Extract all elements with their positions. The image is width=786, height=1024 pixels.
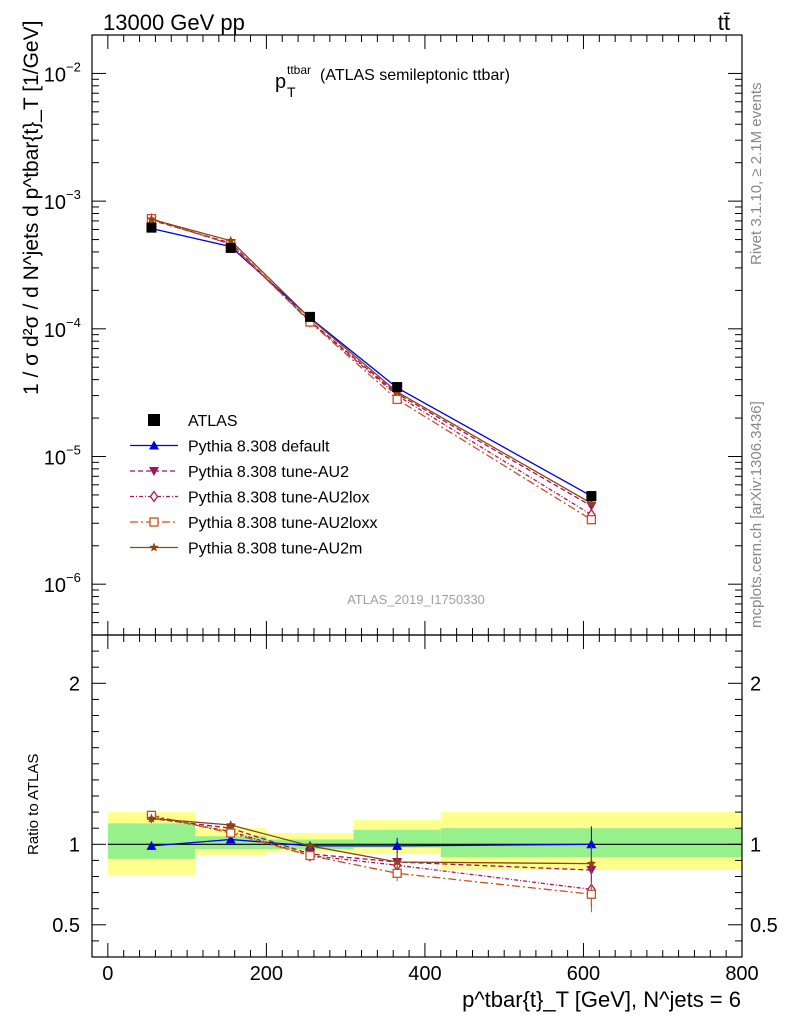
ratio-y-tick-label-right: 0.5 [750,915,778,937]
ratio-point [586,858,597,868]
mcplots-label: mcplots.cern.ch [arXiv:1306.3436] [748,401,765,628]
y-tick-label: 10 [44,192,66,214]
x-tick-label: 800 [725,963,758,985]
x-tick-label: 600 [567,963,600,985]
y-tick-label-exponent: −2 [66,59,81,74]
legend-label: Pythia 8.308 tune-AU2lox [188,490,369,507]
legend-label: Pythia 8.308 tune-AU2loxx [188,515,377,532]
ratio-y-tick-label-right: 2 [750,673,761,695]
series-point [586,498,597,508]
series-point [226,235,236,245]
y-tick-label-exponent: −5 [66,443,81,458]
ratio-point [586,889,597,899]
data-point [392,382,403,393]
rivet-label: Rivet 3.1.10, ≥ 2.1M events [748,83,765,266]
ratio-point [392,868,402,878]
ratio-point [392,857,402,867]
legend-marker [149,440,159,450]
ratio-point [305,840,315,850]
ratio-frame [91,634,743,958]
y-tick-label: 10 [44,575,66,597]
ratio-point [226,828,236,838]
legend-marker [149,542,159,552]
legend-label: Pythia 8.308 tune-AU2 [188,464,349,481]
ratio-point [146,813,157,823]
ratio-point [305,850,315,861]
data-point [146,222,157,233]
y-axis-label: 1 / σ d²σ / d N^jets d p^tbar{t}_T [1/Ge… [20,21,43,395]
ratio-point [225,834,236,844]
legend-marker [149,517,159,527]
series-point [146,214,157,224]
title-sup: ttbar [287,63,311,77]
analysis-id-label: ATLAS_2019_I1750330 [347,592,485,607]
data-point [304,311,315,322]
legend-label: Pythia 8.308 tune-AU2m [188,541,362,558]
ratio-point [146,840,157,850]
ratio-point [586,839,597,849]
legend-marker-atlas [148,414,160,426]
x-tick-label: 200 [250,963,283,985]
ratio-y-tick-label: 2 [69,673,80,695]
data-point [225,242,236,253]
series-point [586,515,597,525]
legend-marker [149,467,159,476]
legend-label: ATLAS [188,413,238,430]
series-line [151,218,592,504]
main-panel: 10−210−310−410−510−6 [44,34,743,636]
x-tick-label: 0 [102,963,113,985]
title-sub: T [287,84,296,100]
ratio-point [226,820,236,829]
y-tick-label: 10 [44,448,66,470]
title-main: p [275,71,286,93]
ratio-y-tick-label: 1 [69,834,80,856]
y-tick-label-exponent: −6 [66,570,81,585]
legend-marker [149,490,159,503]
y-tick-label: 10 [44,320,66,342]
x-tick-label: 400 [408,963,441,985]
y-tick-label-exponent: −4 [66,315,81,330]
plot-title: p T ttbar (ATLAS semileptonic ttbar) [275,63,510,100]
y-tick-label-exponent: −3 [66,187,81,202]
ratio-y-label: Ratio to ATLAS [25,754,42,855]
series-point [586,501,597,511]
legend-label: Pythia 8.308 default [188,439,330,456]
series-line [151,227,592,497]
ratio-y-tick-label: 0.5 [52,915,80,937]
ratio-point [392,840,403,850]
ratio-panel: 0 200 400 600 800 2 2 1 1 0.5 0.5 [52,634,778,985]
process-label: tt̄ [718,10,730,35]
title-rest: (ATLAS semileptonic ttbar) [320,67,510,84]
x-axis-label: p^tbar{t}_T [GeV], N^jets = 6 [462,987,741,1012]
legend: ATLAS Pythia 8.308 default Pythia 8.308 tu… [130,413,377,558]
energy-label: 13000 GeV pp [103,10,245,35]
series-point [392,394,402,405]
y-axis-title: 1 / σ d²σ / d N^jets d p^tbar{t}_T [1/Ge… [20,21,43,395]
y-tick-label: 10 [44,64,66,86]
ratio-y-tick-label-right: 1 [750,834,761,856]
data-point [586,491,597,502]
